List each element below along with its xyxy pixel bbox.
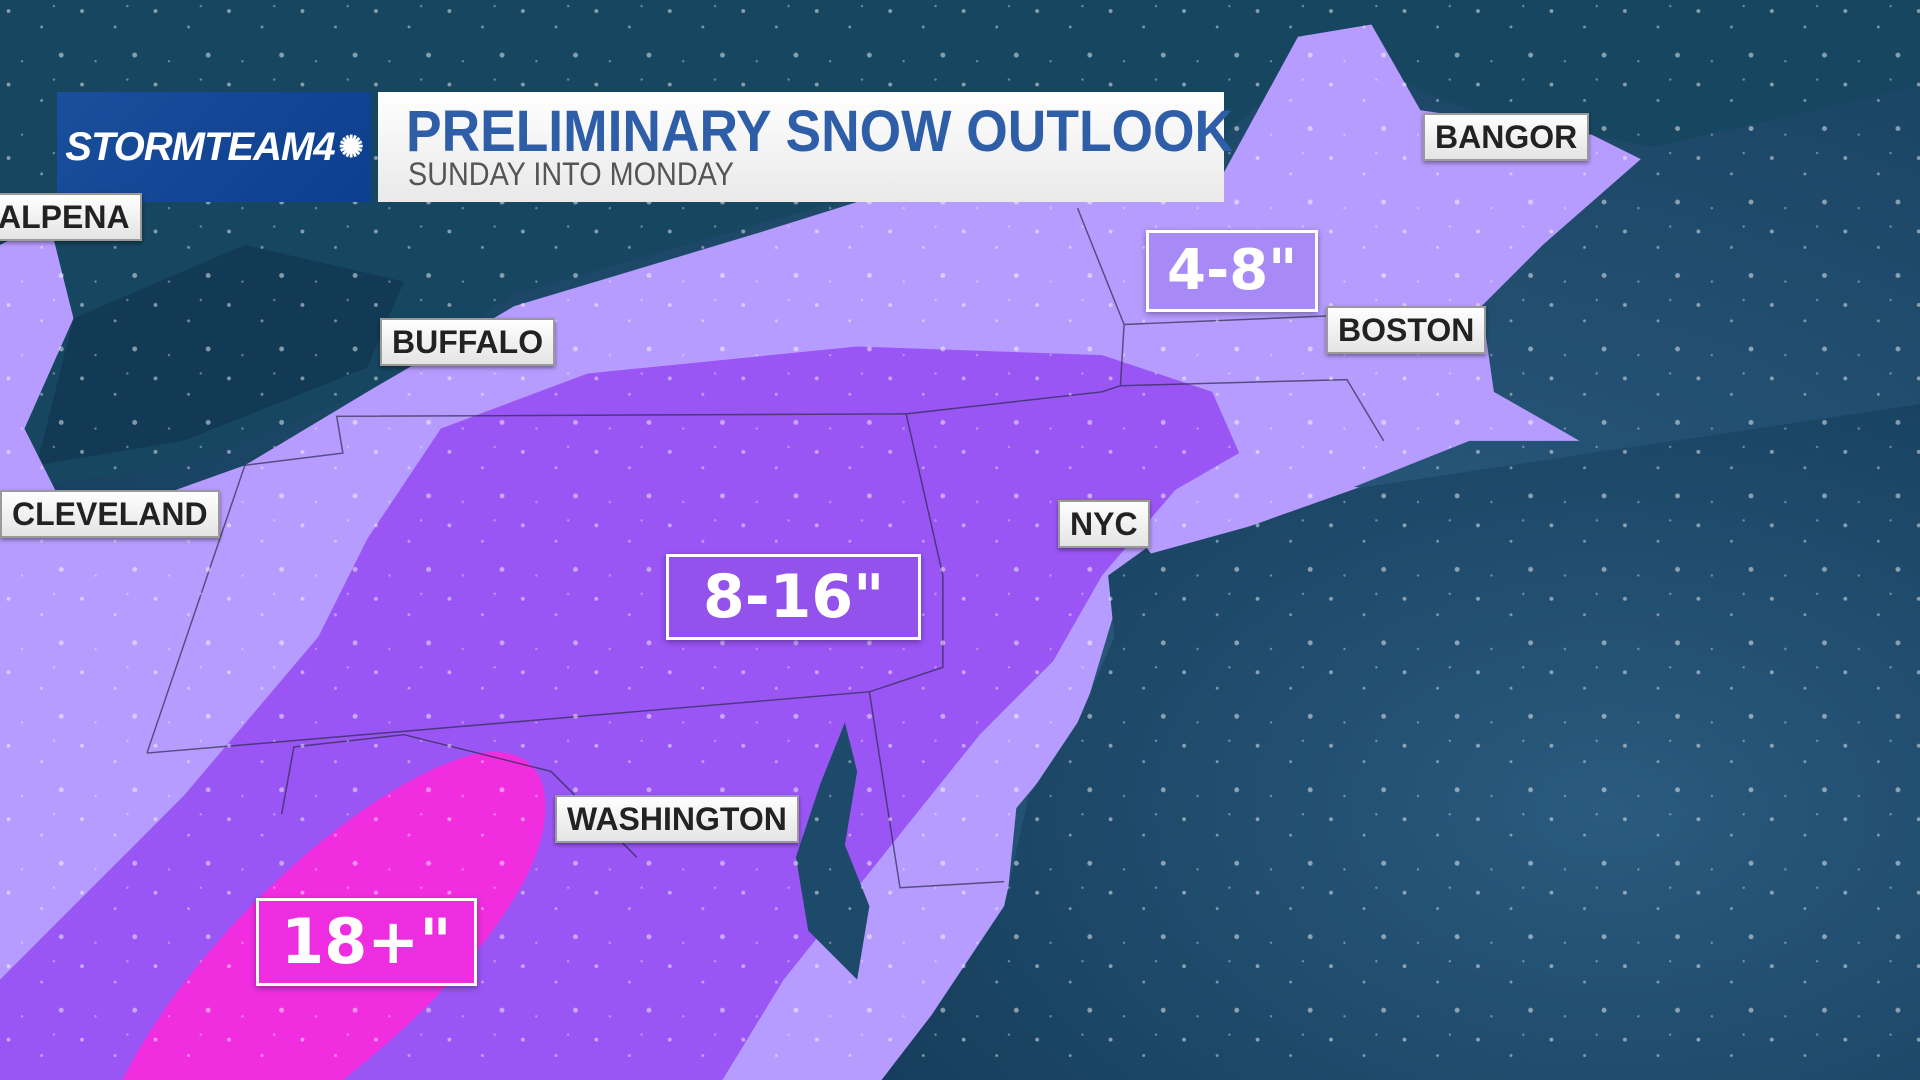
page-title: PRELIMINARY SNOW OUTLOOK	[406, 99, 1234, 164]
city-label-bangor: BANGOR	[1423, 113, 1590, 161]
snow-amount-label-18-plus: 18+"	[256, 898, 477, 986]
city-label-nyc: NYC	[1058, 500, 1150, 548]
city-label-washington: WASHINGTON	[555, 795, 799, 843]
nbc-peacock-icon: ✺	[338, 130, 364, 164]
brand-text: STORMTEAM4	[65, 124, 335, 169]
snow-amount-label-4-8: 4-8"	[1146, 230, 1319, 312]
stormteam4-logo: STORMTEAM4 ✺	[57, 92, 371, 202]
city-label-boston: BOSTON	[1326, 306, 1487, 354]
page-subtitle: SUNDAY INTO MONDAY	[408, 156, 734, 192]
title-banner: PRELIMINARY SNOW OUTLOOK SUNDAY INTO MON…	[378, 92, 1233, 202]
city-label-buffalo: BUFFALO	[380, 318, 556, 366]
city-label-cleveland: CLEVELAND	[0, 490, 220, 538]
snow-amount-label-8-16: 8-16"	[666, 554, 922, 640]
city-label-alpena: ALPENA	[0, 193, 142, 241]
